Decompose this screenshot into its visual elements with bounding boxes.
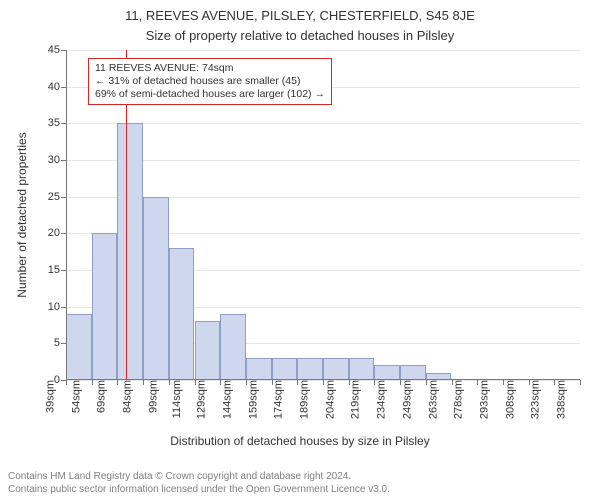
y-tick-label: 5 [54, 337, 66, 349]
x-tick-mark [117, 380, 118, 385]
annotation-box: 11 REEVES AVENUE: 74sqm← 31% of detached… [88, 58, 332, 105]
gridline [66, 123, 580, 124]
x-tick-label: 174sqm [271, 380, 285, 419]
histogram-bar [246, 358, 272, 380]
histogram-bar [92, 233, 118, 380]
histogram-bar [374, 365, 400, 380]
x-tick-label: 189sqm [296, 380, 310, 419]
histogram-bar [272, 358, 298, 380]
y-tick-label: 30 [48, 154, 66, 166]
x-tick-mark [66, 380, 67, 385]
footer-line-2: Contains public sector information licen… [8, 484, 390, 497]
histogram-bar [143, 197, 169, 380]
histogram-bar [297, 358, 323, 380]
histogram-bar [349, 358, 375, 380]
y-tick-label: 15 [48, 264, 66, 276]
x-tick-label: 129sqm [194, 380, 208, 419]
x-tick-mark [143, 380, 144, 385]
x-tick-mark [580, 380, 581, 385]
gridline [66, 50, 580, 51]
histogram-bar [220, 314, 246, 380]
y-tick-label: 40 [48, 81, 66, 93]
chart-title-line2: Size of property relative to detached ho… [0, 28, 600, 43]
x-tick-label: 54sqm [68, 380, 82, 413]
x-tick-label: 204sqm [322, 380, 336, 419]
y-tick-label: 10 [48, 301, 66, 313]
x-tick-label: 308sqm [502, 380, 516, 419]
x-tick-label: 234sqm [374, 380, 388, 419]
x-tick-label: 144sqm [219, 380, 233, 419]
gridline [66, 160, 580, 161]
x-tick-label: 39sqm [42, 380, 56, 413]
y-tick-label: 35 [48, 117, 66, 129]
x-tick-label: 263sqm [425, 380, 439, 419]
y-tick-label: 25 [48, 191, 66, 203]
footer-line-1: Contains HM Land Registry data © Crown c… [8, 471, 390, 484]
x-tick-label: 278sqm [451, 380, 465, 419]
x-tick-label: 99sqm [145, 380, 159, 413]
histogram-bar [195, 321, 221, 380]
annotation-line: 69% of semi-detached houses are larger (… [95, 88, 325, 101]
x-tick-label: 69sqm [94, 380, 108, 413]
x-tick-label: 293sqm [476, 380, 490, 419]
x-axis-line [66, 379, 580, 380]
x-tick-label: 249sqm [399, 380, 413, 419]
x-tick-label: 219sqm [348, 380, 362, 419]
histogram-bar [323, 358, 349, 380]
histogram-bar [117, 123, 143, 380]
x-tick-label: 84sqm [120, 380, 134, 413]
histogram-bar [400, 365, 426, 380]
x-tick-label: 323sqm [528, 380, 542, 419]
page-root: 11, REEVES AVENUE, PILSLEY, CHESTERFIELD… [0, 0, 600, 500]
histogram-bar [169, 248, 195, 380]
y-axis-label: Number of detached properties [15, 132, 29, 297]
x-axis-label: Distribution of detached houses by size … [0, 434, 600, 448]
y-tick-label: 20 [48, 227, 66, 239]
annotation-line: ← 31% of detached houses are smaller (45… [95, 75, 325, 88]
x-tick-label: 159sqm [245, 380, 259, 419]
y-axis-line [66, 50, 67, 380]
histogram-bar [66, 314, 92, 380]
x-tick-label: 114sqm [168, 380, 182, 418]
chart-title-line1: 11, REEVES AVENUE, PILSLEY, CHESTERFIELD… [0, 8, 600, 23]
x-tick-label: 338sqm [553, 380, 567, 419]
annotation-line: 11 REEVES AVENUE: 74sqm [95, 62, 325, 75]
footer-attribution: Contains HM Land Registry data © Crown c… [8, 471, 390, 496]
y-tick-label: 45 [48, 44, 66, 56]
